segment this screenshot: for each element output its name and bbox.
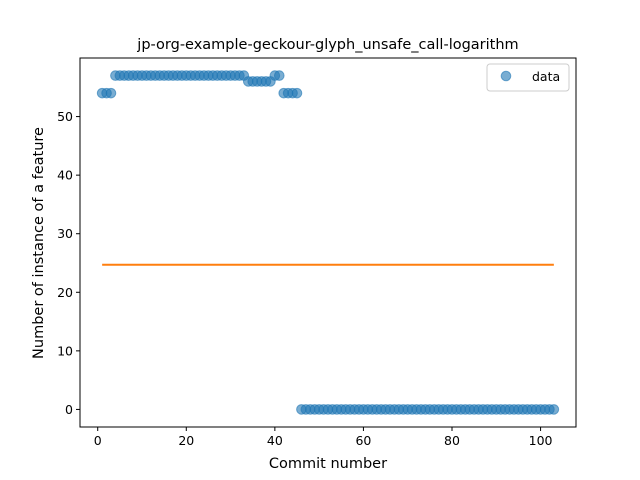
legend-label-data: data xyxy=(532,69,560,84)
y-tick-label: 40 xyxy=(57,168,73,183)
y-tick-label: 20 xyxy=(57,285,73,300)
x-tick-label: 60 xyxy=(355,433,371,448)
x-axis-label: Commit number xyxy=(269,456,387,472)
x-tick-label: 80 xyxy=(444,433,460,448)
x-tick-label: 100 xyxy=(529,433,553,448)
data-point xyxy=(273,70,285,81)
x-tick-label: 40 xyxy=(267,433,283,448)
chart-title: jp-org-example-geckour-glyph_unsafe_call… xyxy=(136,37,518,53)
legend-box xyxy=(486,63,570,92)
data-point xyxy=(105,87,117,99)
legend: data xyxy=(486,63,570,92)
y-axis-label: Number of instance of a feature xyxy=(31,127,47,359)
y-tick-label: 50 xyxy=(57,109,73,124)
data-point xyxy=(548,404,560,415)
axes-frame xyxy=(79,57,577,428)
plot-area xyxy=(96,70,560,415)
data-point xyxy=(291,87,303,99)
y-tick-label: 0 xyxy=(65,402,73,417)
legend-marker-data xyxy=(500,70,512,82)
y-tick-label: 10 xyxy=(57,343,73,358)
y-tick-label: 30 xyxy=(57,226,73,241)
x-tick-label: 20 xyxy=(178,433,194,448)
x-tick-label: 0 xyxy=(94,433,102,448)
